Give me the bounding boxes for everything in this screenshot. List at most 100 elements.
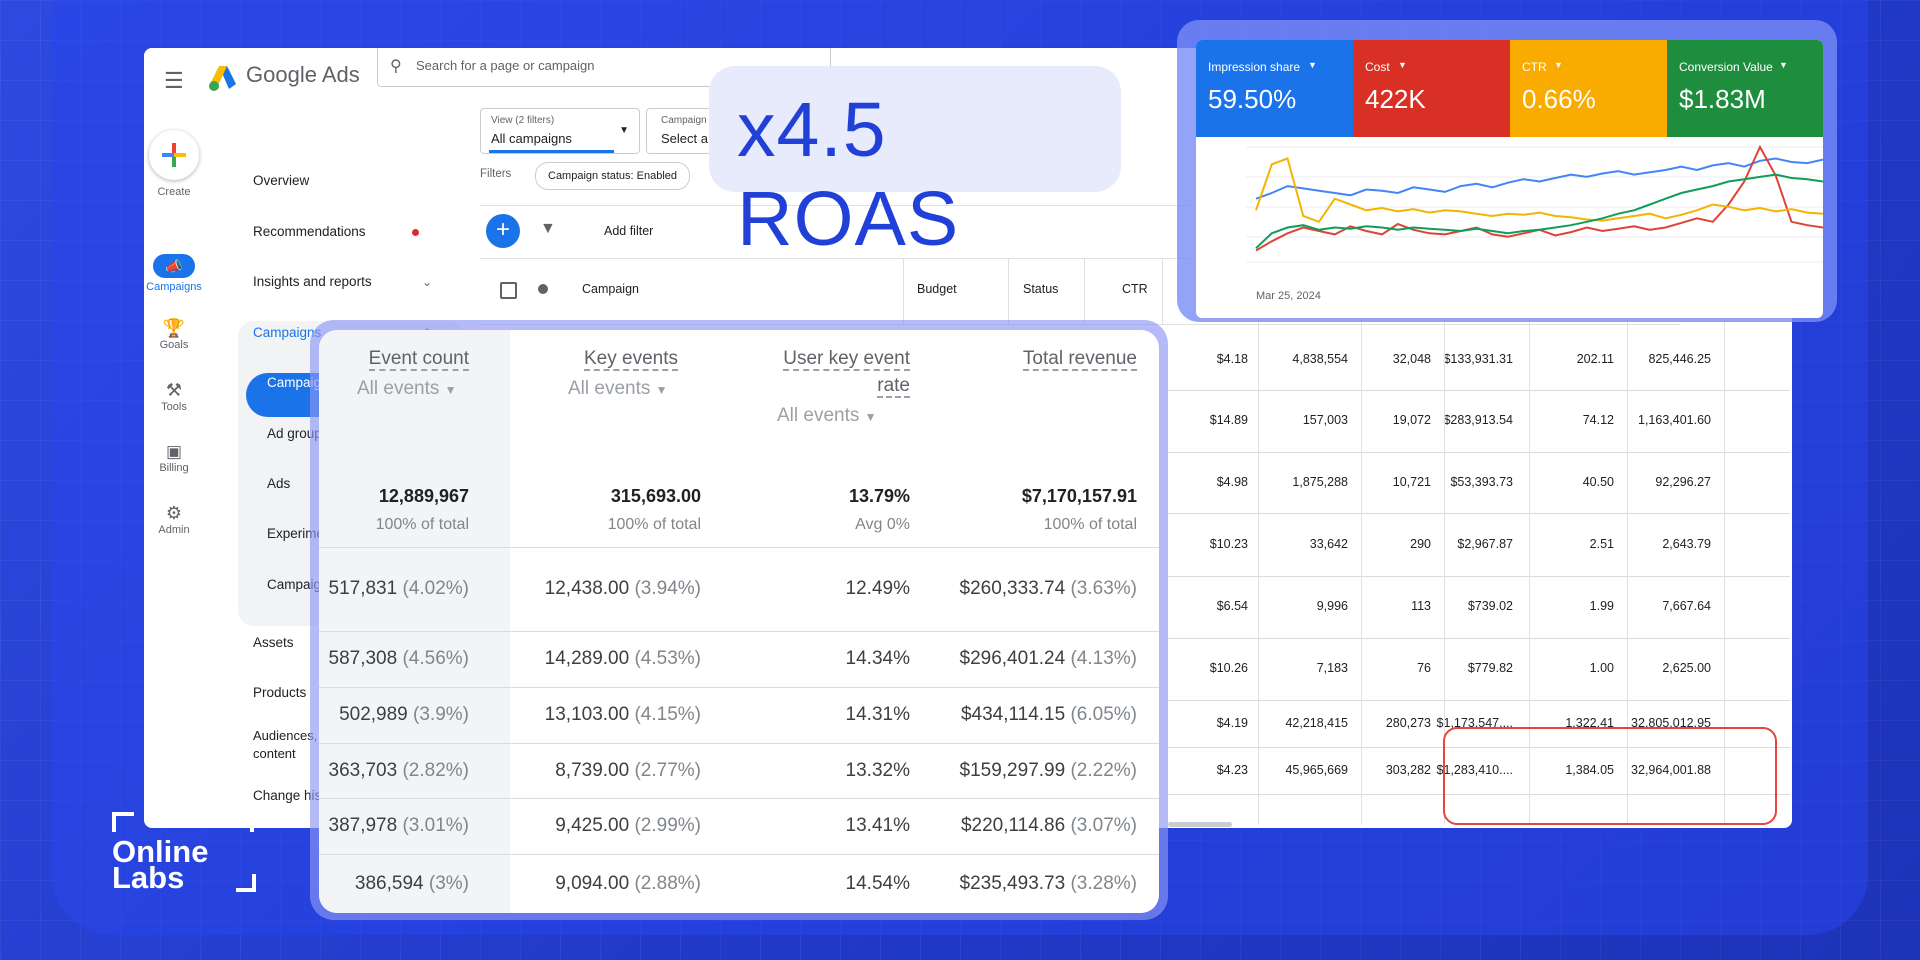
view-selector[interactable]: View (2 filters) All campaigns ▼ bbox=[480, 108, 640, 154]
ga-cell: 13.32% bbox=[846, 760, 910, 782]
nav-insights[interactable]: Insights and reports bbox=[253, 274, 372, 289]
col-campaign[interactable]: Campaign bbox=[582, 282, 639, 296]
metric-value: $1.83M bbox=[1679, 84, 1766, 114]
ga-cell-percent: (2.99%) bbox=[629, 815, 701, 836]
online-labs-logo: Online Labs bbox=[112, 812, 262, 895]
ga-table-row[interactable]: 517,831 (4.02%) 12,438.00 (3.94%) 12.49% $2… bbox=[319, 547, 1159, 632]
ga-cell: $220,114.86 (3.07%) bbox=[961, 815, 1137, 837]
add-button[interactable]: + bbox=[486, 214, 520, 248]
rail-campaigns[interactable]: 📣 Campaigns bbox=[144, 254, 204, 293]
table-cell: 303,282 bbox=[1385, 762, 1431, 777]
table-cell: 32,048 bbox=[1392, 352, 1431, 366]
table-cell: $1,173,547.... bbox=[1436, 715, 1513, 730]
table-cell: 1,384.05 bbox=[1565, 762, 1614, 777]
ga-cell-value: 9,094.00 bbox=[555, 872, 630, 894]
metric-cost[interactable]: Cost ▼ 422K bbox=[1353, 40, 1510, 137]
ga-total-pct: 100% of total bbox=[1043, 516, 1137, 533]
table-cell: $4.18 bbox=[1216, 352, 1248, 366]
nav-recommendations[interactable]: Recommendations bbox=[253, 224, 366, 239]
table-cell: 32,805,012.95 bbox=[1631, 715, 1711, 730]
table-cell: $4.19 bbox=[1216, 715, 1248, 730]
select-all-checkbox[interactable] bbox=[500, 282, 517, 299]
ga-cell-percent: (4.02%) bbox=[397, 578, 469, 599]
metric-impression-share[interactable]: Impression share ▼ 59.50% bbox=[1196, 40, 1353, 137]
nav-assets[interactable]: Assets bbox=[253, 635, 294, 650]
ga-cell-value: $296,401.24 bbox=[959, 648, 1066, 669]
ga-cell: 8,739.00 (2.77%) bbox=[555, 760, 701, 782]
metric-ctr[interactable]: CTR ▼ 0.66% bbox=[1510, 40, 1667, 137]
ga-cell: 13,103.00 (4.15%) bbox=[545, 704, 701, 726]
table-row[interactable]: $4.18 4,838,554 32,048 $133,931.31 202.11 825… bbox=[1168, 330, 1790, 391]
table-cell: $739.02 bbox=[1467, 599, 1513, 613]
ga-sub-user-key-event-rate[interactable]: All events ▼ bbox=[777, 405, 877, 426]
ga-cell: 9,425.00 (2.99%) bbox=[555, 815, 701, 837]
dropdown-arrow-icon: ▼ bbox=[1554, 60, 1563, 70]
table-row[interactable]: $4.98 1,875,288 10,721 $53,393.73 40.50 92,29… bbox=[1168, 452, 1790, 514]
ga-cell-value: $220,114.86 bbox=[960, 815, 1066, 836]
ga-header-user-key-event-rate[interactable]: User key event bbox=[783, 348, 910, 371]
add-filter-button[interactable]: Add filter bbox=[604, 224, 654, 238]
metric-conversion-value[interactable]: Conversion Value ▼ $1.83M bbox=[1667, 40, 1823, 137]
col-ctr[interactable]: CTR bbox=[1122, 282, 1148, 296]
col-status[interactable]: Status bbox=[1023, 282, 1059, 296]
dropdown-arrow-icon: ▼ bbox=[1779, 60, 1788, 70]
logo-word-1: Online bbox=[112, 834, 209, 869]
create-button[interactable] bbox=[149, 130, 199, 180]
ga-cell: 387,978 (3.01%) bbox=[329, 815, 470, 837]
ga-header-event-count[interactable]: Event count bbox=[368, 348, 469, 371]
filter-icon[interactable]: ▼ bbox=[540, 220, 556, 237]
ga-cell: 14,289.00 (4.53%) bbox=[545, 648, 701, 670]
ga-cell-value: 386,594 bbox=[354, 872, 424, 894]
table-row[interactable]: $10.26 7,183 76 $779.82 1.00 2,625.00 bbox=[1168, 638, 1790, 701]
campaign-selector-label: Campaign bbox=[661, 115, 707, 126]
ga-sub-event-count[interactable]: All events ▼ bbox=[357, 378, 457, 399]
table-row[interactable]: $4.19 42,218,415 280,273 $1,173,547.... 1,32… bbox=[1168, 700, 1790, 748]
rail-billing[interactable]: ▣ Billing bbox=[144, 442, 204, 474]
ga-table-row[interactable]: 386,594 (3%) 9,094.00 (2.88%) 14.54% $235,4… bbox=[319, 854, 1159, 913]
ga-table-row[interactable]: 587,308 (4.56%) 14,289.00 (4.53%) 14.34% $2… bbox=[319, 631, 1159, 688]
hamburger-icon[interactable]: ☰ bbox=[164, 68, 184, 93]
chevron-down-icon[interactable]: ⌄ bbox=[422, 275, 433, 289]
line-chart bbox=[1246, 144, 1823, 263]
ga-table-row[interactable]: 363,703 (2.82%) 8,739.00 (2.77%) 13.32% $15… bbox=[319, 743, 1159, 799]
nav-products[interactable]: Products bbox=[253, 685, 307, 700]
ga-header-key-events[interactable]: Key events bbox=[584, 348, 678, 371]
column-divider bbox=[903, 258, 904, 324]
table-row[interactable]: $10.23 33,642 290 $2,967.87 2.51 2,643.79 bbox=[1168, 513, 1790, 577]
rail-admin[interactable]: ⚙ Admin bbox=[144, 503, 204, 536]
rail-goals[interactable]: 🏆 Goals bbox=[144, 318, 204, 351]
ga-cell-value: 587,308 bbox=[328, 648, 398, 669]
campaign-status-chip[interactable]: Campaign status: Enabled bbox=[535, 162, 691, 190]
dropdown-arrow-icon: ▼ bbox=[1398, 60, 1407, 70]
col-budget[interactable]: Budget bbox=[917, 282, 957, 296]
search-icon: ⚲ bbox=[390, 58, 402, 75]
ga-table-row[interactable]: 387,978 (3.01%) 9,425.00 (2.99%) 13.41% $22… bbox=[319, 798, 1159, 855]
nav-ads[interactable]: Ads bbox=[267, 476, 291, 491]
nav-audiences[interactable]: Audiences, k bbox=[253, 728, 328, 743]
metric-label: Conversion Value bbox=[1679, 60, 1773, 74]
ga-cell-value: 12,438.00 bbox=[544, 578, 630, 599]
ga-cell-value: 363,703 bbox=[328, 759, 398, 781]
ga-cell-value: 13.32% bbox=[845, 759, 910, 781]
left-rail: Create 📣 Campaigns 🏆 Goals ⚒ Tools ▣ Bil… bbox=[144, 108, 232, 828]
ga-table-row[interactable]: 502,989 (3.9%) 13,103.00 (4.15%) 14.31% $43… bbox=[319, 687, 1159, 744]
table-row[interactable]: $6.54 9,996 113 $739.02 1.99 7,667.64 bbox=[1168, 576, 1790, 639]
table-row[interactable]: $4.23 45,965,669 303,282 $1,283,410.... 1,38… bbox=[1168, 747, 1790, 795]
logo-word-2: Labs bbox=[112, 860, 185, 895]
table-cell: 4,838,554 bbox=[1292, 352, 1348, 366]
ga-cell: 363,703 (2.82%) bbox=[329, 760, 470, 782]
metric-value: 422K bbox=[1365, 84, 1426, 114]
ga-header-total-revenue[interactable]: Total revenue bbox=[1022, 348, 1137, 371]
table-cell: 1.99 bbox=[1589, 599, 1614, 613]
table-cell: 7,183 bbox=[1316, 661, 1348, 675]
table-row[interactable]: $14.89 157,003 19,072 $283,913.54 74.12 1,163… bbox=[1168, 390, 1790, 453]
column-divider bbox=[1529, 320, 1530, 825]
ga-sub-key-events[interactable]: All events ▼ bbox=[568, 378, 668, 399]
rail-tools[interactable]: ⚒ Tools bbox=[144, 380, 204, 413]
nav-overview[interactable]: Overview bbox=[253, 173, 310, 188]
nav-campaigns-section[interactable]: Campaigns bbox=[253, 325, 322, 340]
ga-header-rate-line2: rate bbox=[877, 375, 910, 398]
ga-total-pct: 100% of total bbox=[375, 516, 469, 533]
ga-cell-value: 12.49% bbox=[845, 578, 910, 599]
horizontal-scrollbar[interactable] bbox=[1168, 822, 1232, 827]
